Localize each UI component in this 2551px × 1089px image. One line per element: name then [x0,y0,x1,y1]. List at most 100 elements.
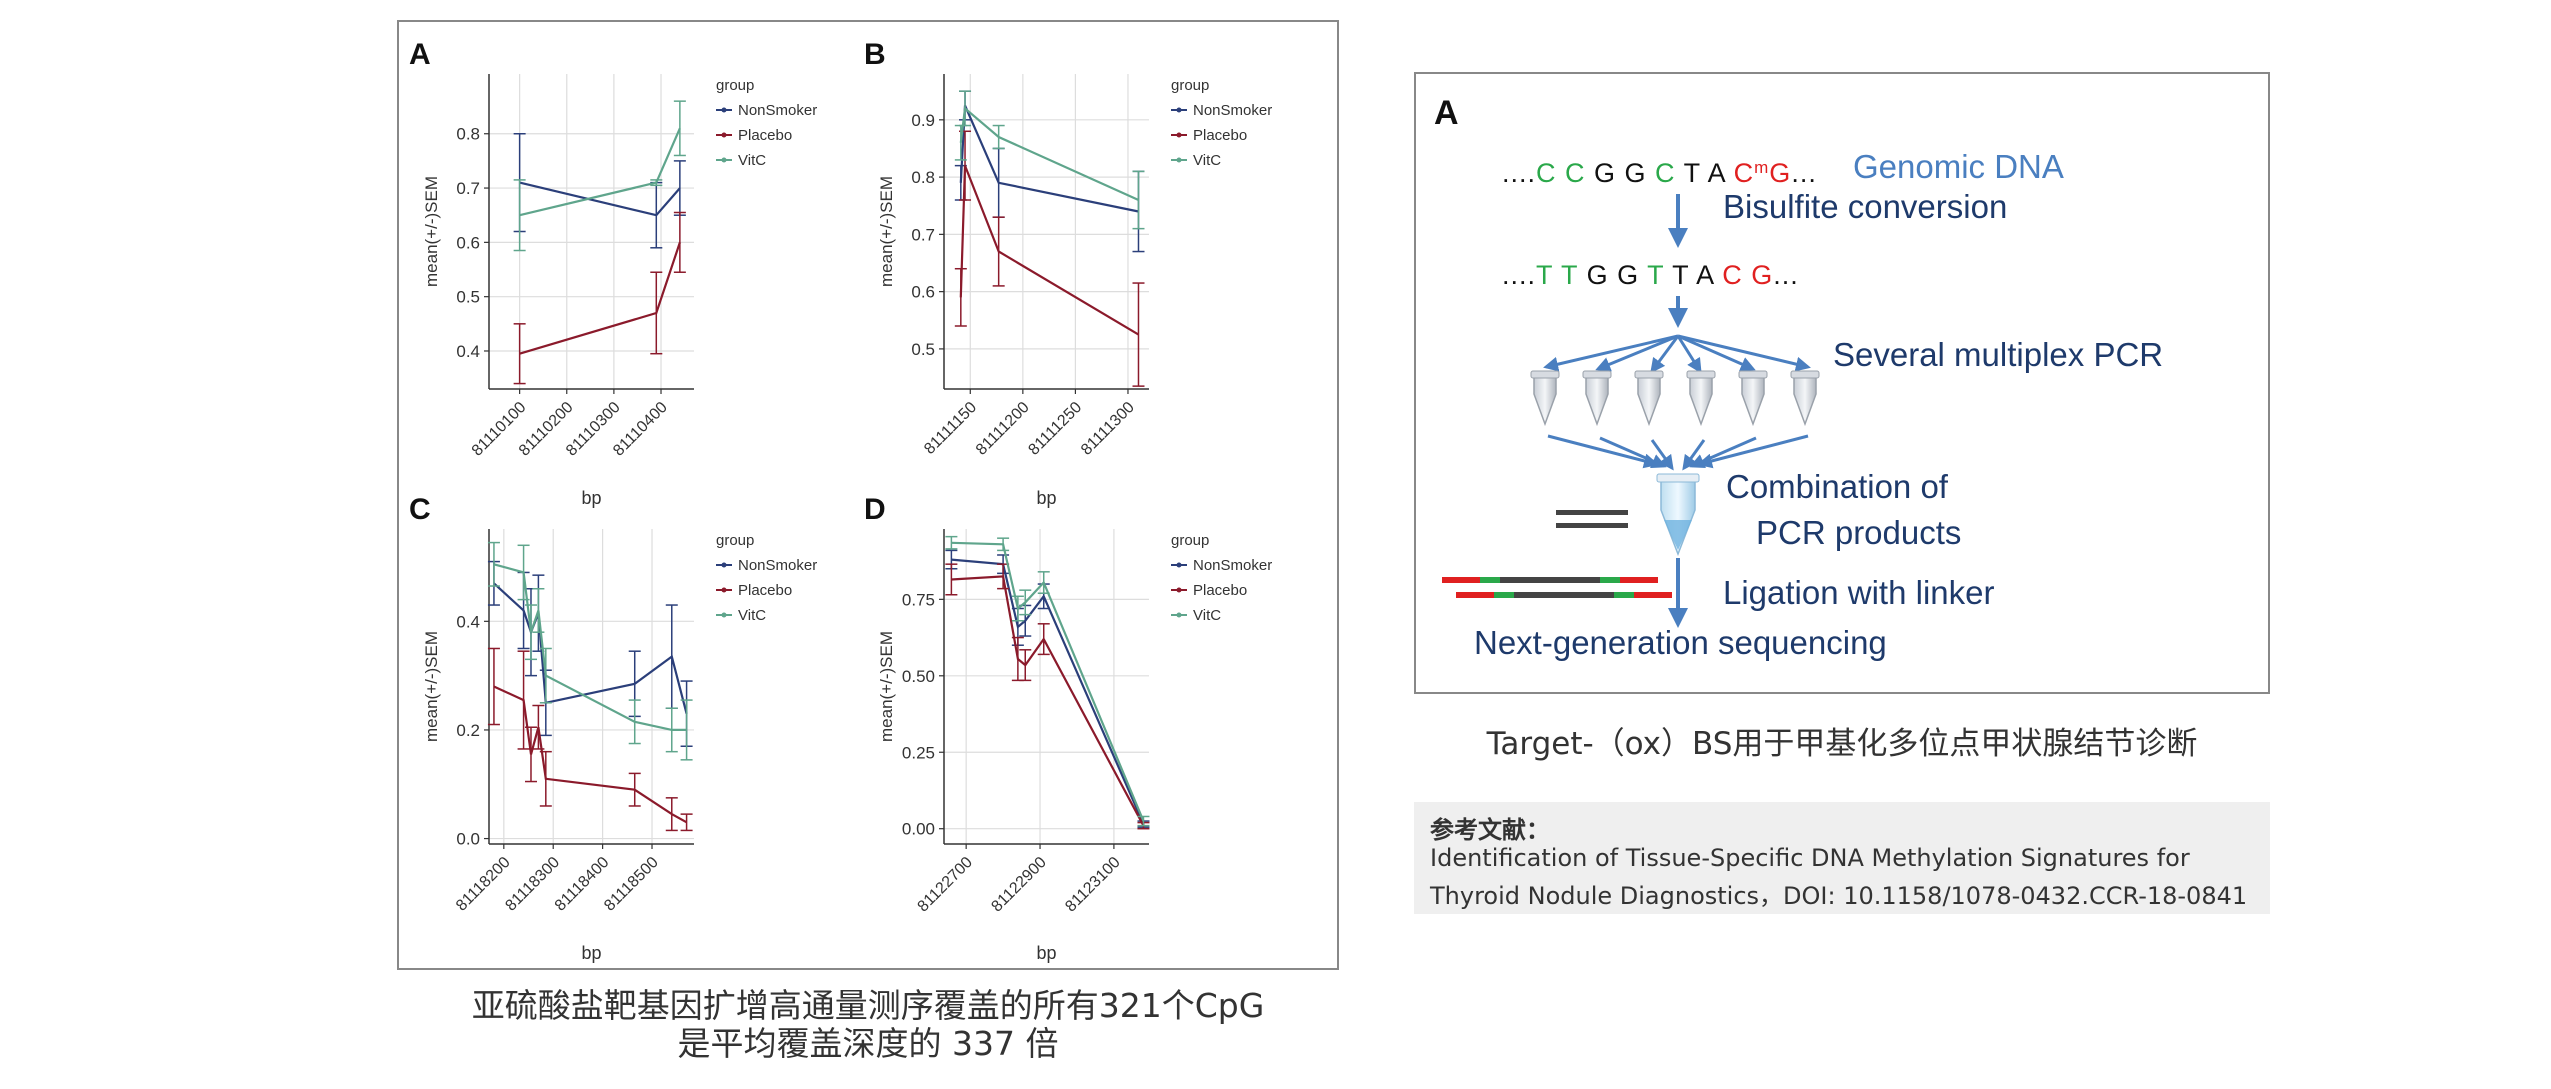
legend-title: group [716,77,754,94]
left-caption-line1: 亚硫酸盐靶基因扩增高通量测序覆盖的所有321个CpG [471,986,1265,1025]
y-tick-label: 0.8 [456,125,480,144]
series-placebo [487,647,693,832]
y-axis-label: mean(+/-)SEM [877,631,896,742]
seq-base: C [1536,158,1565,188]
series-line [951,558,1145,825]
chart-panel-b: B 0.5 0.6 0.7 0.8 0.9 811111508111120081111250… [864,38,1272,508]
panel-letter: C [409,493,431,526]
legend: group NonSmoker Placebo VitC [716,77,817,169]
series-line [959,105,1139,213]
series-line [959,165,1140,336]
legend-dot [1176,612,1182,618]
ngs-label: Next-generation sequencing [1474,624,1887,661]
charts-frame: A 0.4 0.5 0.6 0.7 0.8 81110100 81110200 81110300… [397,20,1339,970]
panel-letter: A [409,38,431,71]
y-tick-label: 0.75 [902,590,935,609]
legend-label: VitC [738,607,766,624]
x-axis-label: bp [1036,943,1056,963]
panel-letter: B [864,38,886,71]
chart-panel-a: A0.40.50.60.70.8811101008111020081110300… [409,38,817,508]
legend-label: NonSmoker [1193,102,1272,119]
y-tick-label: 0.2 [456,721,480,740]
legend-dot [721,157,727,163]
y-tick-label: 0.9 [911,111,935,130]
product-bars [1556,510,1628,528]
converge-arrows [1547,434,1809,471]
legend: group NonSmoker Placebo VitC [716,532,817,624]
fanout-arrows [1543,334,1811,374]
legend-label: VitC [738,152,766,169]
pcr-tubes [1530,370,1820,427]
combination-line2: PCR products [1756,514,1961,551]
legend-label: NonSmoker [1193,557,1272,574]
left-caption: 亚硫酸盐靶基因扩增高通量测序覆盖的所有321个CpG 是平均覆盖深度的 337 … [397,987,1339,1063]
y-tick-label: 0.00 [902,820,935,839]
series-line [493,685,688,824]
seq-base: T [1684,158,1708,188]
legend-title: group [1171,532,1209,549]
series-placebo [954,130,1145,387]
legend-label: VitC [1193,152,1221,169]
multiplex-label: Several multiplex PCR [1833,336,2163,373]
y-tick-label: 0.4 [456,612,480,631]
legend: group NonSmoker Placebo VitC [1171,532,1272,624]
x-tick-label: 81122900 [988,854,1050,916]
y-tick-label: 0.6 [911,283,935,302]
reference-line1: Identification of Tissue-Specific DNA Me… [1430,844,2190,872]
reference-line2: Thyroid Nodule Diagnostics，DOI: 10.1158/… [1430,882,2248,910]
combined-tube [1656,473,1700,557]
bisulfite-sequence: ....T T G G T T A C G... [1502,260,1799,290]
series-line [951,575,1145,827]
chart-panel-d: D 0.00 0.25 0.50 0.75 81122700 81122900 8112310… [864,493,1272,963]
y-tick-label: 0.5 [911,340,935,359]
legend-label: NonSmoker [738,557,817,574]
series-nonsmoker [487,560,693,747]
legend-dot [1176,132,1182,138]
legend-dot [1176,587,1182,593]
series-nonsmoker [513,132,686,249]
x-axis-label: bp [581,488,601,508]
series-vitc [513,100,686,252]
seq-base: T [1536,260,1561,290]
chart-panel-c: C0.00.20.4811182008111830081118400811185… [409,493,817,963]
seq-base: G [1751,260,1773,290]
y-tick-label: 0.7 [456,179,480,198]
x-axis-label: bp [1036,488,1056,508]
legend-dot [1176,107,1182,113]
series-nonsmoker [954,90,1145,253]
legend-dot [1176,562,1182,568]
seq-base: C [1734,158,1755,188]
x-tick-label: 81118500 [601,854,662,915]
legend-label: NonSmoker [738,102,817,119]
series-line [493,582,688,714]
legend-label: Placebo [1193,582,1247,599]
x-tick-label: 81111200 [973,399,1033,459]
y-tick-label: 0.4 [456,342,480,361]
reference-heading: 参考文献： [1430,816,1550,844]
seq-base: G [1625,158,1656,188]
y-tick-label: 0.25 [902,743,935,762]
ligation-label: Ligation with linker [1723,574,1994,611]
right-caption: Target-（ox）BS用于甲基化多位点甲状腺结节诊断 [1486,726,2198,762]
seq-base: T [1561,260,1587,290]
x-tick-label: 81123100 [1062,854,1124,916]
y-axis-label: mean(+/-)SEM [422,176,441,287]
y-tick-label: 0.7 [911,225,935,244]
legend-label: VitC [1193,607,1221,624]
legend-label: Placebo [1193,127,1247,144]
series-vitc [954,90,1145,230]
seq-base: .... [1502,260,1536,290]
series-placebo [513,211,686,385]
series-placebo [945,563,1150,830]
seq-base: C [1565,158,1594,188]
legend-dot [1176,157,1182,163]
x-tick-label: 81111150 [921,399,980,458]
x-tick-label: 81122700 [915,854,977,916]
y-tick-label: 0.0 [456,830,480,849]
seq-base: .... [1502,158,1536,188]
legend-label: Placebo [738,582,792,599]
x-axis-label: bp [581,943,601,963]
series-line [951,541,1145,822]
workflow-frame: A ....C C G G C T A CmG... Genomic DNA B… [1414,72,2270,694]
genomic-sequence: ....C C G G C T A CmG... [1502,158,1817,188]
